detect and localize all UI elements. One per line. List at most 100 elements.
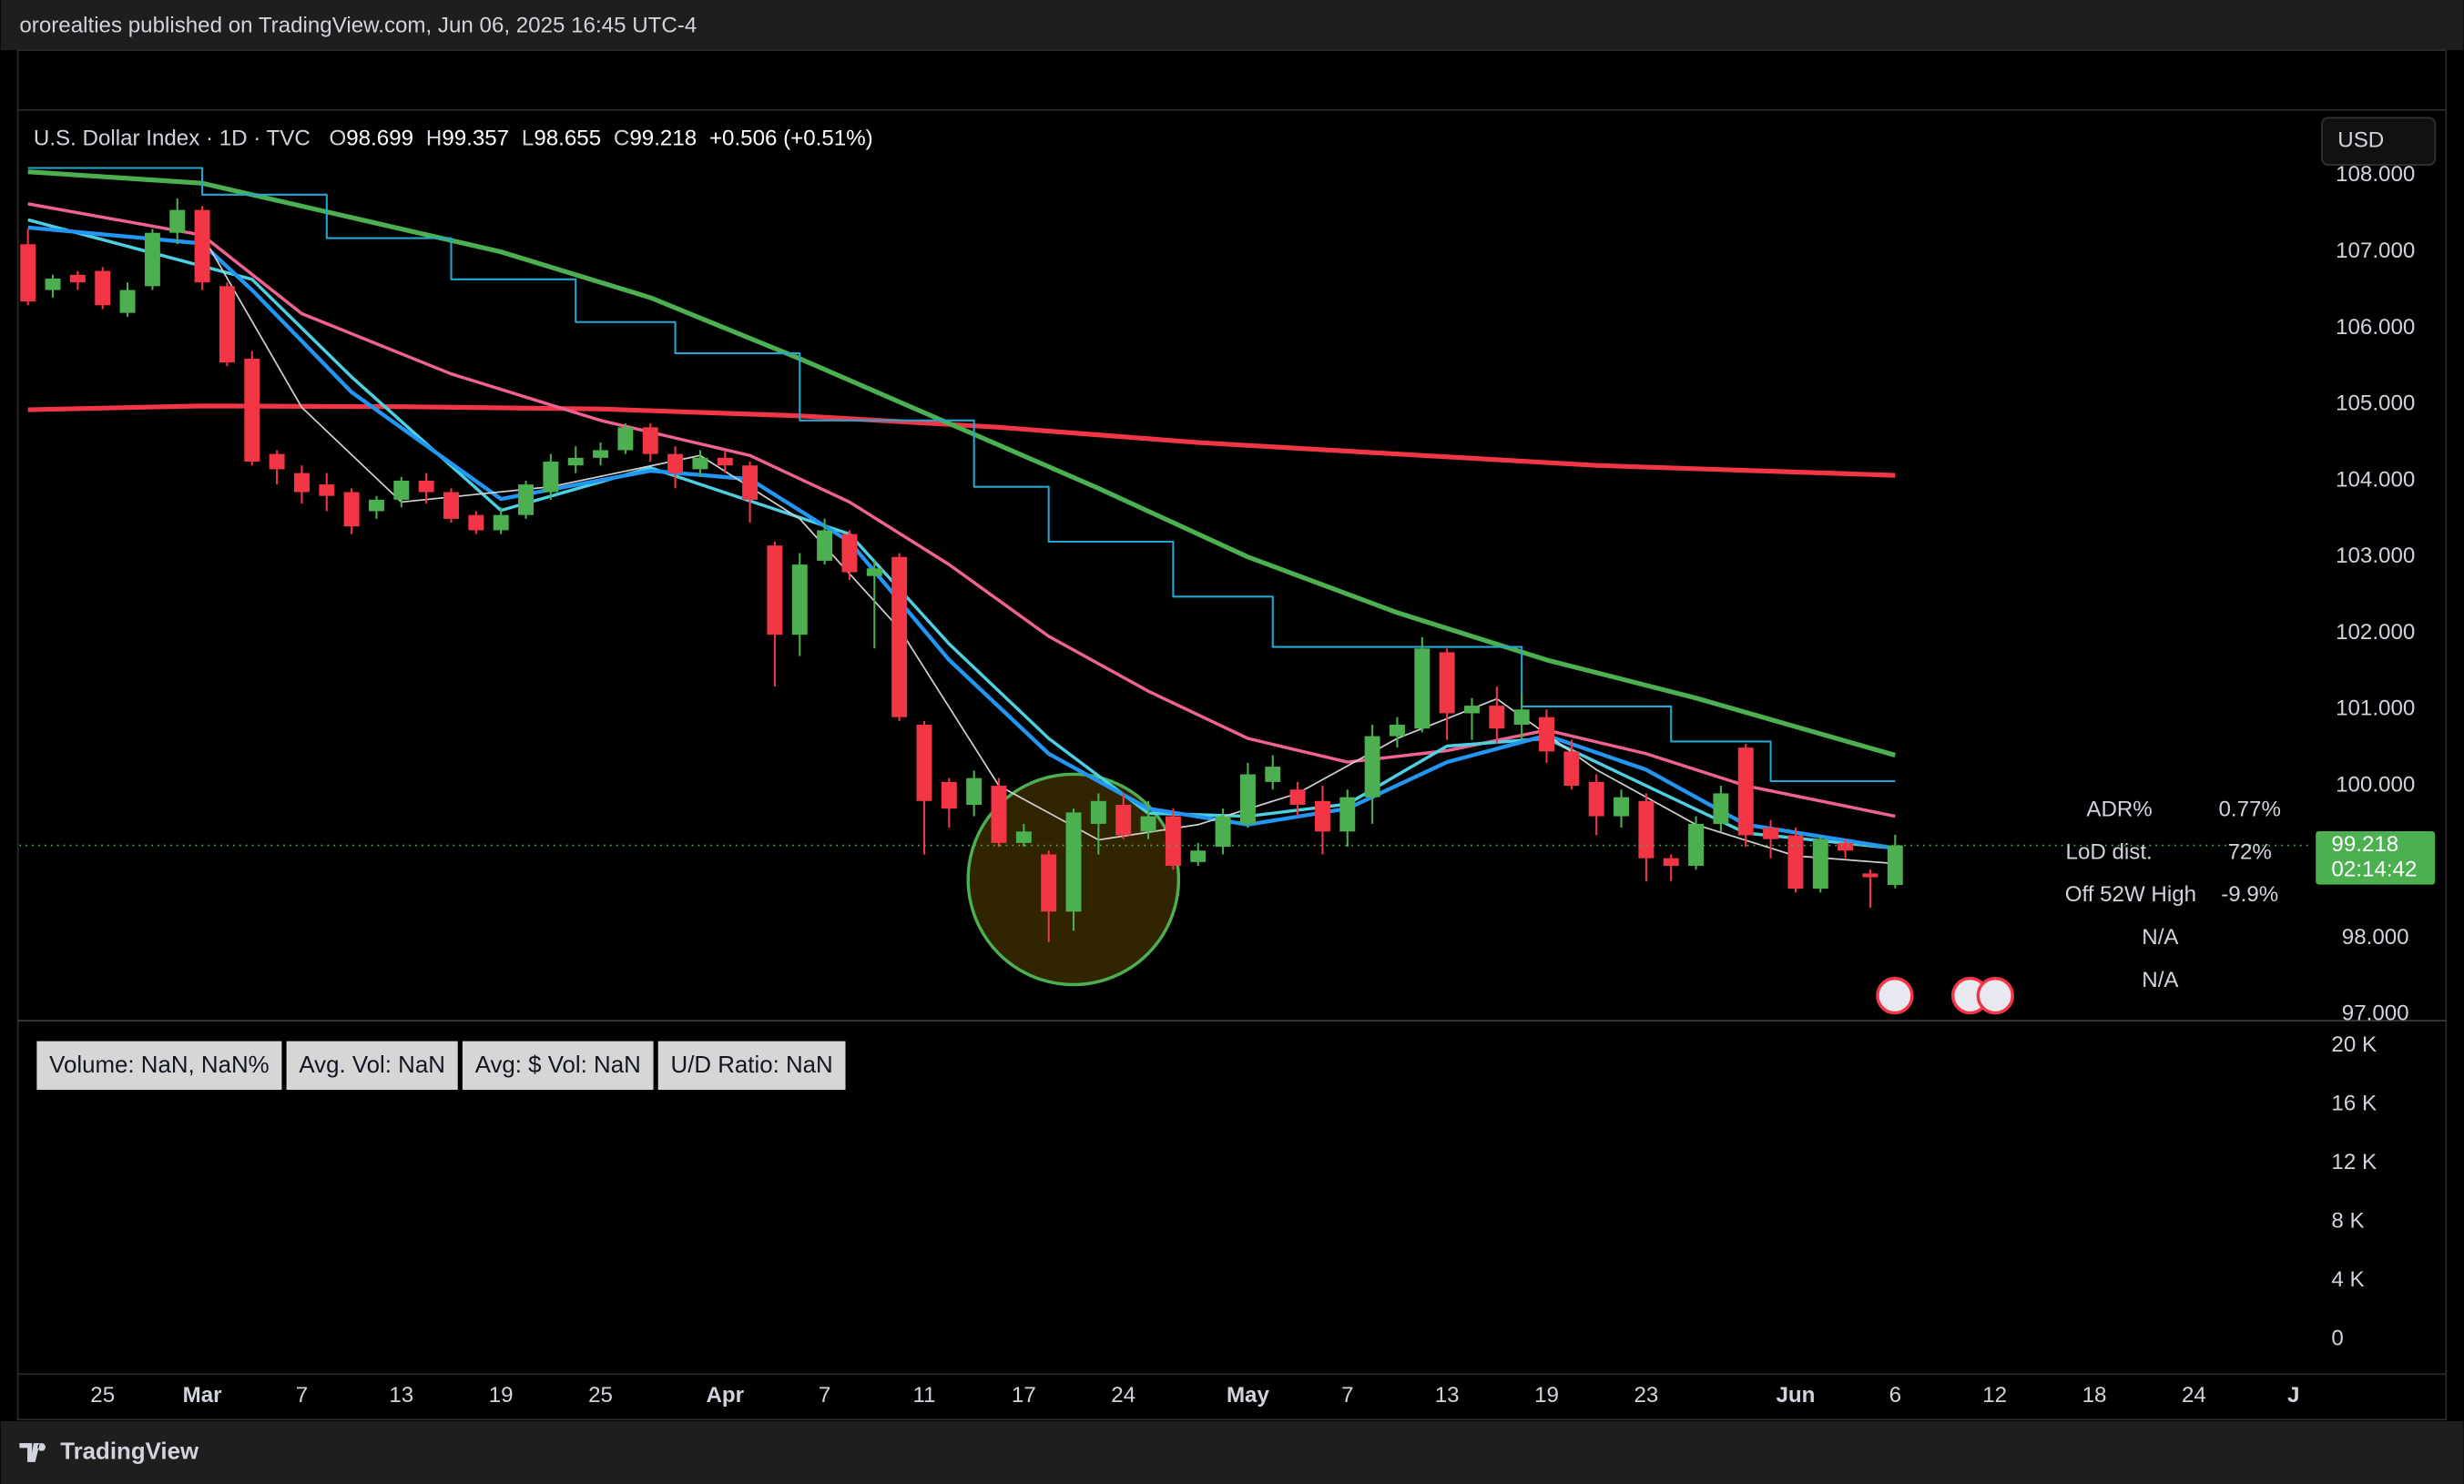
volume-box: Avg. Vol: NaN [286,1041,458,1091]
candle-body [418,480,434,493]
ohlc-value: 99.218 [629,127,697,151]
x-tick-label: 13 [1435,1383,1460,1408]
candle-body [1265,767,1281,782]
currency-button[interactable] [2321,117,2437,166]
volume-tick-label: 16 K [2331,1092,2377,1116]
indicator-line [27,167,1896,783]
y-tick-label: 108.000 [2336,162,2415,187]
event-icons [1876,976,2014,1015]
ohlc-prefix: O [330,127,347,151]
candle-body [966,778,983,805]
candle-body [1887,845,1903,886]
candle-body [1439,652,1455,714]
candle-body [593,450,609,458]
candle-body [319,484,335,496]
y-tick-label: 104.000 [2336,467,2415,492]
candle-body [1239,774,1256,824]
candle-body [891,556,908,717]
event-icon[interactable] [1976,976,2014,1015]
candle-body [269,453,285,470]
candle-body [642,427,658,454]
candle-body [692,457,708,470]
candle-body [45,278,61,290]
candle-body [194,209,210,283]
x-tick-label: 7 [296,1383,308,1408]
volume-tick-label: 8 K [2331,1209,2364,1234]
candle-body [1713,793,1729,824]
indicator-line [27,225,1896,850]
stat-value: 72% [2228,839,2272,864]
price-pane [20,167,1903,942]
last-price-label: 99.218 [2331,832,2398,857]
candle-body [393,480,410,500]
candle-body [1563,751,1580,787]
header-bar [0,0,2464,51]
volume-box-label: Avg. Vol: NaN [299,1052,445,1078]
volume-tick-label: 4 K [2331,1267,2364,1292]
stat-label: Off 52W High [2065,882,2196,907]
y-tick-label: 98.000 [2342,925,2409,950]
stat-label: ADR% [2086,797,2152,821]
candle-body [1688,823,1705,867]
candle-body [1862,873,1879,878]
x-tick-label: 18 [2082,1383,2107,1408]
candle-body [1539,717,1554,752]
x-tick-label: Mar [183,1383,223,1408]
x-tick-label: 7 [1341,1383,1353,1408]
candle-body [20,244,36,302]
candle-body [69,274,86,283]
x-tick-label: 24 [2182,1383,2206,1408]
candle-body [543,462,559,493]
volume-box: Volume: NaN, NaN% [36,1041,282,1091]
x-tick-label: 13 [389,1383,413,1408]
candle-body [1763,828,1779,839]
candle-body [169,209,186,233]
footer-bar [0,1421,2464,1484]
x-tick-label: Apr [706,1383,744,1408]
indicator-line [27,202,1896,818]
volume-box-bg [36,1041,282,1091]
candle-body [742,465,759,500]
ohlc-value: 99.357 [442,127,509,151]
volume-box-bg [657,1041,846,1091]
x-tick-label: 19 [1534,1383,1559,1408]
volume-box-label: Volume: NaN, NaN% [49,1052,269,1078]
candle-body [1041,854,1057,912]
candle-body [1614,797,1630,817]
y-tick-label: 100.000 [2336,772,2415,797]
candle-body [866,568,882,576]
currency-label[interactable]: USD [2337,128,2384,153]
candle-body [443,492,459,519]
volume-tick-label: 12 K [2331,1150,2377,1174]
candle-body [144,232,160,287]
volume-box: U/D Ratio: NaN [657,1041,846,1091]
candle-body [916,725,932,801]
candle-body [667,453,684,473]
candle-body [1663,858,1679,867]
x-tick-label: 11 [912,1383,935,1408]
brand-name: TradingView [60,1438,199,1464]
candle-body [841,534,858,573]
event-icon[interactable] [1876,976,1914,1015]
candle-body [1090,800,1106,824]
candle-body [991,786,1007,843]
x-tick-label: May [1227,1383,1270,1408]
candle-body [244,358,260,462]
x-tick-label: J [2287,1383,2299,1408]
candle-body [1314,800,1330,832]
x-tick-label: 23 [1634,1383,1658,1408]
candle-body [1638,800,1655,859]
publisher-line: ororealties published on TradingView.com… [19,14,697,38]
x-tick-label: 17 [1012,1383,1036,1408]
ohlc-prefix: H [426,127,442,151]
stat-label: N/A [2142,968,2179,992]
volume-tick-label: 0 [2331,1326,2343,1351]
candle-body [219,286,235,363]
brand-logo [19,1443,46,1462]
x-tick-label: 25 [90,1383,115,1408]
ohlc-value: 98.699 [346,127,413,151]
candle-body [941,781,957,809]
candle-body [1140,816,1156,832]
chart-frame [16,49,2448,1421]
